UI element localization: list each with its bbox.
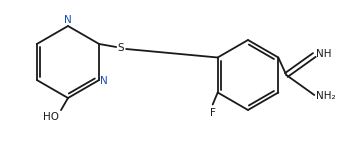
Text: N: N [100,76,108,86]
Text: NH: NH [316,49,332,59]
Text: NH₂: NH₂ [316,91,336,101]
Text: N: N [64,15,72,25]
Text: HO: HO [43,112,59,122]
Text: F: F [210,108,216,119]
Text: S: S [118,43,125,53]
